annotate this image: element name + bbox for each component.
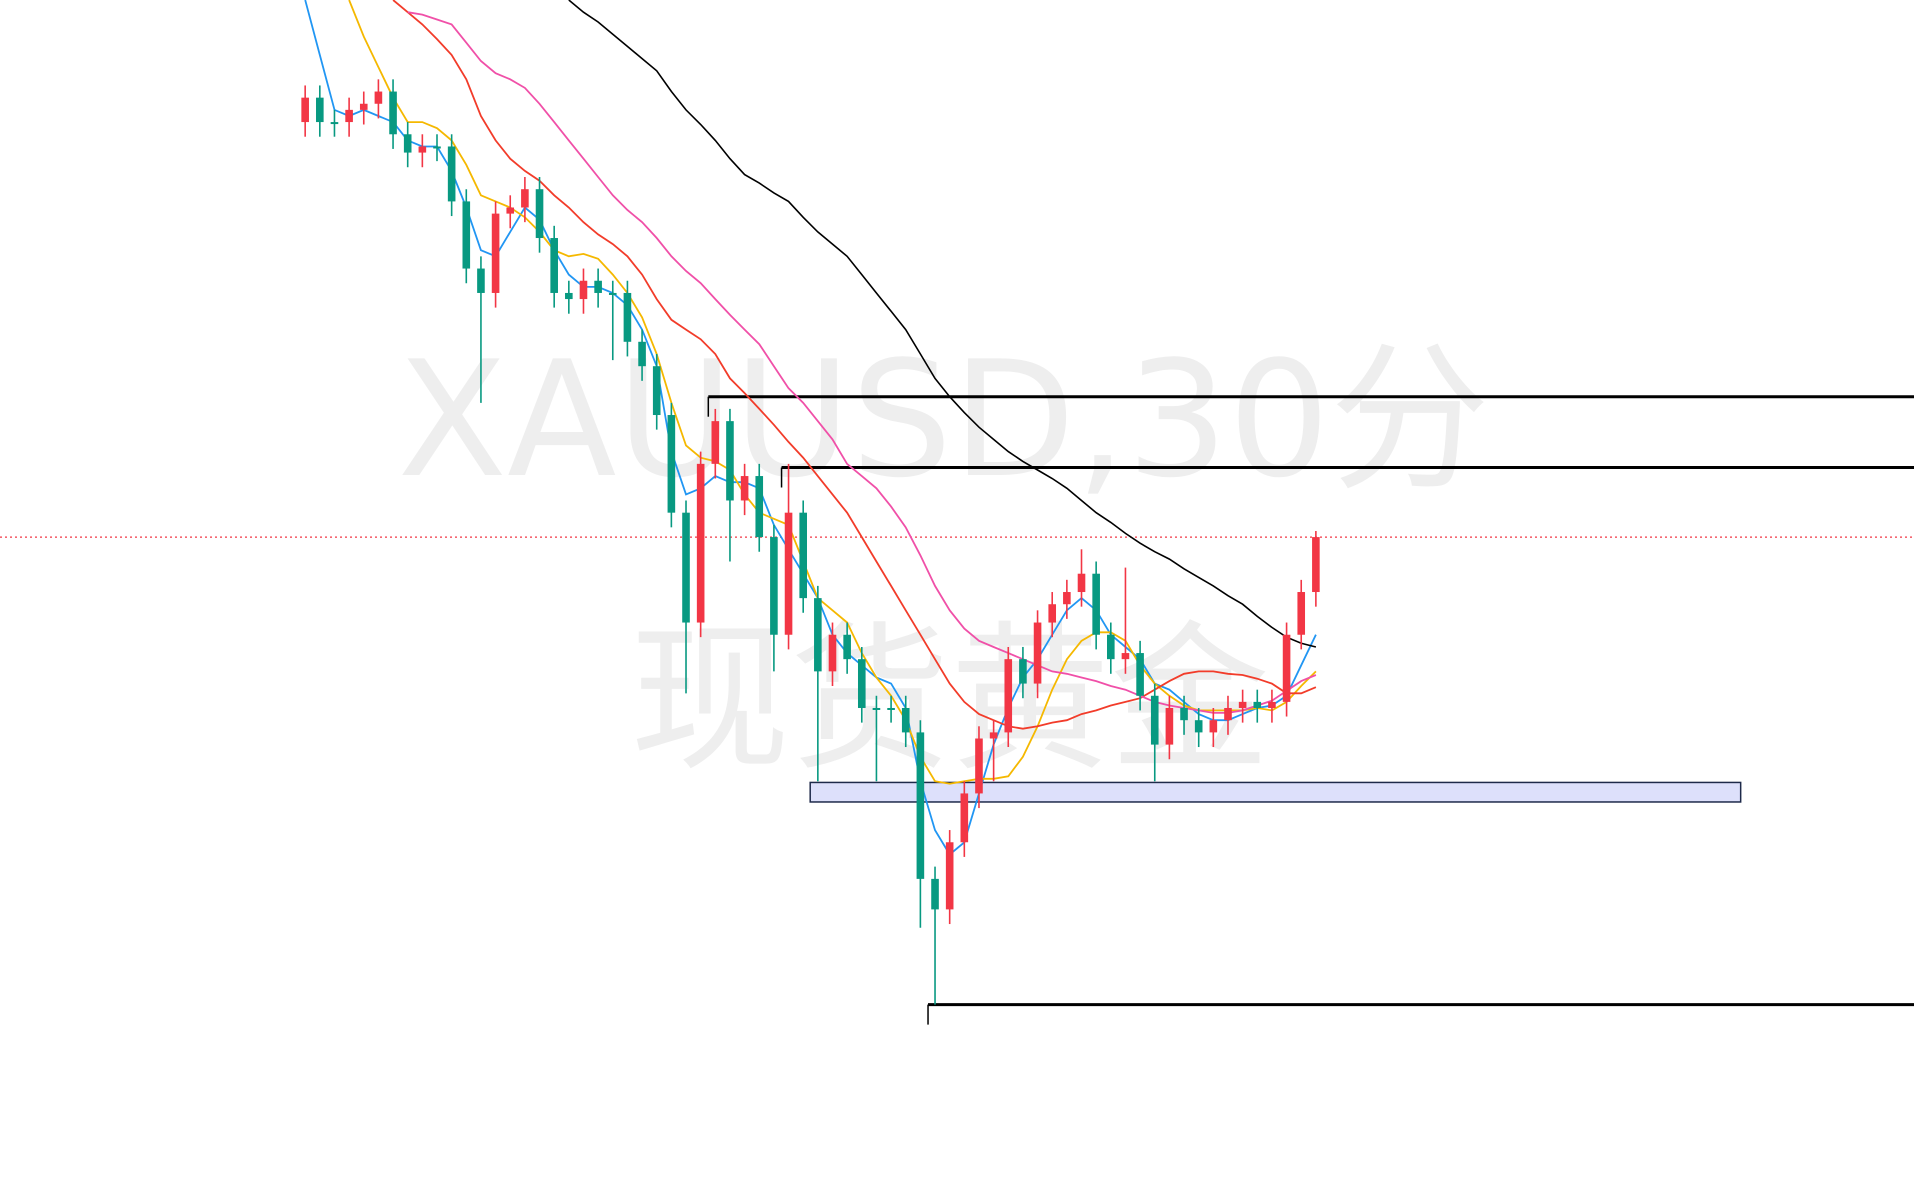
candle-body (1077, 573, 1086, 593)
candle-body (594, 280, 602, 293)
candle-body (1136, 653, 1144, 696)
candle-body (945, 842, 954, 910)
candle-body (989, 732, 998, 739)
candle-body (1180, 707, 1188, 721)
candle-body (770, 537, 778, 635)
candle-body (301, 97, 309, 123)
watermark-subtitle: 现货黄金 (630, 606, 1270, 793)
candle-body (374, 91, 383, 104)
candle-body (857, 659, 866, 708)
candle-body (1019, 659, 1027, 684)
candle-body (887, 707, 895, 710)
candle-body (1107, 634, 1115, 660)
candle-body (1150, 695, 1159, 745)
candle-body (1224, 707, 1232, 721)
support-zone (809, 781, 1742, 803)
candle-body (1063, 592, 1071, 605)
moving-average (392, 0, 1317, 730)
candle-body (975, 738, 983, 794)
candle-body (608, 292, 617, 295)
candle-body (359, 103, 368, 110)
candle-body (814, 598, 822, 672)
candle-body (506, 207, 515, 214)
candle-body (828, 634, 837, 672)
candle-body (316, 97, 324, 123)
candle-body (403, 134, 412, 153)
candle-body (682, 512, 690, 623)
candle-body (623, 292, 632, 342)
candle-body (462, 201, 471, 269)
candle-body (389, 91, 397, 135)
candle-body (491, 213, 500, 293)
candle-body (784, 512, 793, 635)
candle-body (667, 415, 676, 513)
candle-body (1297, 592, 1306, 635)
candle-body (1194, 720, 1203, 733)
candle-body (696, 463, 705, 623)
candle-body (345, 109, 353, 123)
candle-body (418, 146, 427, 153)
moving-average (568, 0, 1317, 648)
watermark-title: XAUUSD,30分 (397, 326, 1490, 513)
candle-body (550, 238, 558, 293)
candle-body (638, 341, 646, 367)
candle-body (1312, 537, 1320, 593)
candle-body (1165, 707, 1174, 745)
candle-body (872, 707, 881, 710)
candle-body (901, 707, 910, 733)
candle-body (433, 146, 441, 149)
candle-body (1209, 720, 1218, 733)
candle-body (931, 878, 939, 910)
candle-body (755, 476, 764, 538)
candle-body (1004, 659, 1013, 733)
moving-average (407, 11, 1317, 714)
candle-body (535, 189, 544, 239)
candle-body (521, 189, 529, 208)
candle-body (843, 634, 851, 660)
candle-body (330, 122, 339, 125)
candle-body (711, 421, 720, 464)
candle-body (740, 476, 749, 501)
candle-body (579, 280, 588, 300)
candle-body (1238, 701, 1247, 708)
candle-body (1121, 653, 1130, 660)
candle-body (1268, 701, 1276, 708)
candle-body (1253, 701, 1262, 708)
candle-body (477, 268, 485, 293)
candle-body (1282, 634, 1291, 702)
candle-body (652, 366, 661, 416)
candle-body (1033, 622, 1042, 684)
candle-body (1092, 573, 1100, 635)
candle-body (726, 421, 734, 501)
candle-body (1048, 604, 1057, 623)
candle-body (799, 512, 807, 599)
candle-body (447, 146, 456, 202)
candle-body (960, 793, 969, 843)
candle-body (565, 292, 573, 300)
moving-average (304, 0, 1317, 856)
candle-body (916, 732, 925, 879)
